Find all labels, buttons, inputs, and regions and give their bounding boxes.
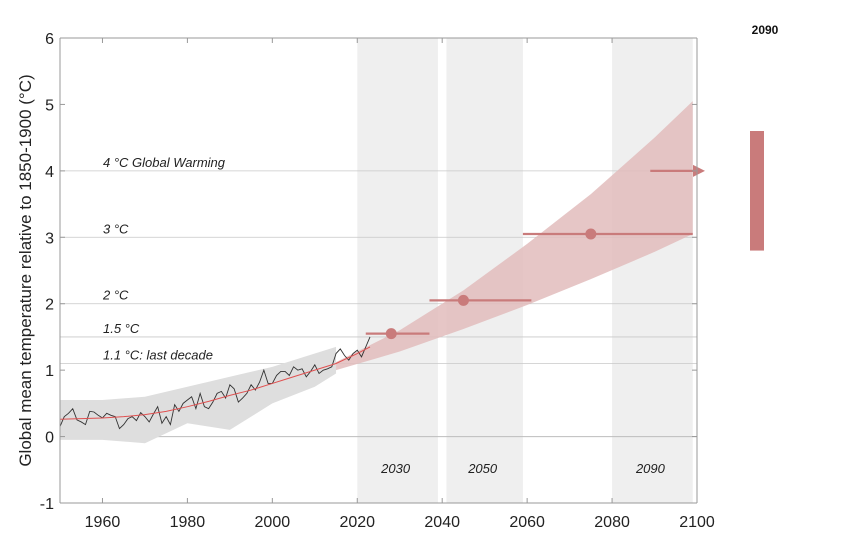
y-tick-label: 4 [45, 164, 54, 181]
y-tick-label: -1 [40, 496, 54, 513]
x-tick-label: 2080 [594, 514, 630, 531]
y-tick-label: 6 [45, 31, 54, 48]
temperature-lines [59, 336, 371, 430]
projection-band [336, 101, 693, 371]
uncertainty-bands [60, 101, 693, 444]
y-axis-title: Global mean temperature relative to 1850… [16, 74, 35, 466]
level-label: 1.1 °C: last decade [103, 348, 213, 363]
x-tick-label: 2000 [255, 514, 291, 531]
y-tick-label: 2 [45, 297, 54, 314]
x-tick-label: 1960 [85, 514, 121, 531]
crossing-point-1 [457, 294, 469, 306]
period-label: 2090 [635, 461, 666, 476]
observed-series [59, 336, 371, 430]
trend-series [59, 346, 371, 420]
x-tick-label: 2020 [339, 514, 375, 531]
period-band-2090 [612, 38, 693, 503]
side-panel: 2090 [750, 23, 779, 251]
y-tick-label: 1 [45, 363, 54, 380]
level-label: 2 °C [102, 288, 129, 303]
period-label: 2030 [380, 461, 411, 476]
chart-labels: -1 0 1 2 3 4 5 6 1960 1980 2000 2020 2040 2060 2080 210… [16, 31, 715, 531]
period-label: 2050 [467, 461, 498, 476]
level-label: 3 °C [103, 221, 129, 236]
y-tick-label: 0 [45, 430, 54, 447]
crossing-point-2 [585, 228, 597, 240]
crossing-point-0 [385, 328, 397, 340]
x-tick-label: 2040 [424, 514, 460, 531]
side-panel-label: 2090 [752, 23, 779, 37]
y-tick-label: 3 [45, 230, 54, 247]
level-label: 1.5 °C [103, 321, 140, 336]
period-band-2030 [357, 38, 438, 503]
x-tick-label: 2100 [679, 514, 715, 531]
x-tick-label: 2060 [509, 514, 545, 531]
historical-model-band [60, 346, 337, 444]
y-tick-label: 5 [45, 97, 54, 114]
crossing-markers [365, 164, 705, 340]
plot-frame [59, 37, 698, 504]
x-tick-label: 1980 [170, 514, 206, 531]
side-panel-range-bar [750, 131, 764, 251]
level-label: 4 °C Global Warming [103, 155, 226, 170]
crossing-arrow-3 [693, 164, 705, 177]
